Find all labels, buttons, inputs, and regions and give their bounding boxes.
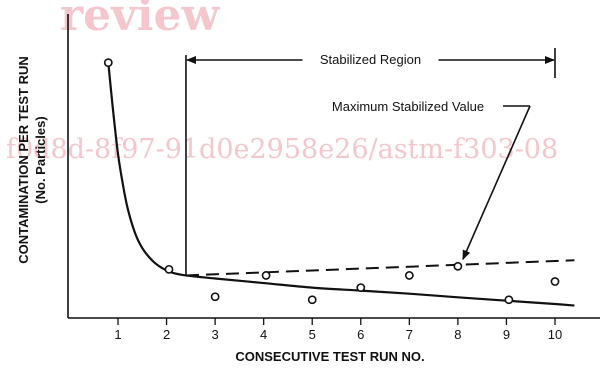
data-point	[453, 261, 463, 271]
x-tick-label: 1	[114, 327, 121, 342]
data-point	[404, 271, 414, 280]
x-tick-label: 2	[163, 327, 170, 342]
data-point	[103, 58, 113, 68]
data-point	[307, 295, 317, 305]
y-axis-title-line2: (No. Particles)	[33, 116, 48, 203]
data-point	[164, 264, 174, 274]
fitted-curve	[107, 62, 575, 307]
x-tick-label: 9	[503, 327, 510, 342]
x-tick-label: 3	[211, 327, 218, 342]
x-axis-title: CONSECUTIVE TEST RUN NO.	[235, 349, 424, 364]
data-point	[504, 295, 514, 305]
stabilized-dashed-line	[185, 259, 575, 277]
data-point	[550, 277, 560, 286]
max-value-label: Maximum Stabilized Value	[332, 99, 484, 114]
data-point	[210, 292, 220, 302]
x-tick-label: 5	[309, 327, 316, 342]
x-tick-label: 8	[454, 327, 461, 342]
watermark-title-fragment: review	[60, 0, 220, 41]
max-leader-arrow	[462, 105, 531, 261]
data-point	[356, 283, 366, 292]
x-tick-label: 10	[548, 327, 562, 342]
x-tick-label: 7	[406, 327, 413, 342]
region-label: Stabilized Region	[320, 52, 421, 67]
y-axis-title-line1: CONTAMINATION PER TEST RUN	[16, 56, 31, 264]
x-tick-label: 4	[260, 327, 267, 342]
data-point	[261, 271, 271, 280]
x-tick-label: 6	[357, 327, 364, 342]
watermark-url-fragment: f0d8d-8f97-91d0e2958e26/astm-f303-08	[6, 134, 558, 165]
